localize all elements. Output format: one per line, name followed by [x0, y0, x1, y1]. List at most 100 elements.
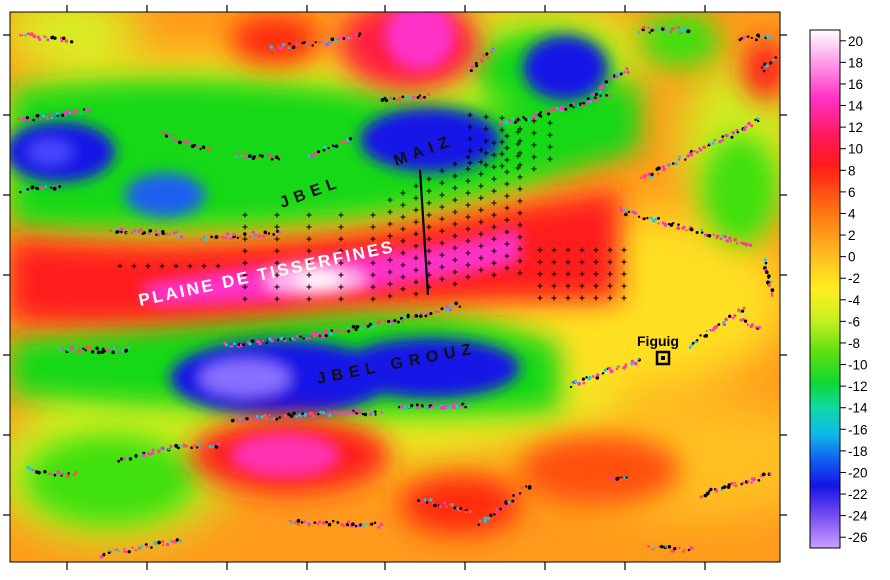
station-point: [443, 501, 447, 505]
station-point: [45, 116, 50, 120]
colorbar-tick-label: -20: [848, 465, 868, 480]
survey-point: [306, 236, 312, 242]
survey-point: [517, 222, 523, 228]
station-point: [328, 413, 332, 418]
station-point: [139, 228, 143, 232]
survey-point: [187, 263, 193, 269]
survey-point: [579, 295, 585, 301]
station-point: [761, 35, 765, 39]
station-point: [769, 280, 773, 284]
station-point: [707, 490, 711, 493]
station-point: [425, 501, 429, 504]
station-point: [433, 503, 437, 508]
survey-point: [370, 224, 376, 230]
station-point: [208, 444, 212, 449]
station-point: [195, 145, 199, 149]
survey-point: [413, 243, 419, 249]
station-point: [328, 411, 332, 414]
station-point: [165, 542, 170, 547]
survey-point: [517, 210, 523, 216]
station-point: [21, 34, 24, 37]
station-point: [630, 359, 634, 363]
station-point: [179, 235, 184, 239]
station-point: [423, 95, 426, 99]
station-point: [533, 113, 538, 117]
survey-point: [504, 193, 510, 199]
station-point: [167, 448, 170, 451]
colorbar-tick-label: 10: [848, 142, 863, 157]
station-point: [699, 148, 703, 152]
survey-point: [173, 263, 179, 269]
station-point: [317, 150, 321, 154]
station-point: [318, 520, 322, 523]
colorbar-tick-label: 14: [848, 99, 864, 114]
station-point: [157, 449, 161, 454]
station-point: [595, 373, 600, 377]
station-point: [363, 323, 367, 326]
station-point: [365, 522, 368, 525]
station-point: [240, 419, 245, 424]
survey-point: [413, 183, 419, 189]
colorbar-tick-label: 2: [848, 228, 856, 243]
station-point: [770, 288, 775, 292]
station-point: [449, 308, 453, 312]
station-point: [360, 327, 364, 331]
survey-point: [607, 247, 613, 253]
survey-point: [426, 176, 432, 182]
station-point: [178, 444, 181, 448]
survey-point: [551, 259, 557, 265]
station-point: [169, 539, 173, 543]
survey-point: [621, 295, 627, 301]
station-point: [597, 98, 601, 102]
survey-point: [517, 150, 523, 156]
station-point: [678, 155, 682, 159]
survey-point: [504, 265, 510, 271]
station-point: [634, 211, 638, 215]
station-point: [44, 35, 47, 39]
station-point: [449, 303, 453, 307]
station-point: [53, 36, 57, 40]
survey-point: [478, 171, 484, 177]
colorbar-tick-label: -18: [848, 444, 868, 459]
station-point: [443, 405, 447, 410]
station-point: [313, 521, 316, 524]
station-point: [255, 418, 259, 422]
station-point: [661, 221, 665, 225]
survey-point: [465, 166, 471, 172]
survey-point: [413, 219, 419, 225]
station-point: [726, 485, 731, 489]
station-point: [741, 318, 745, 322]
colorbar-tick-label: -24: [848, 509, 868, 524]
survey-point: [537, 271, 543, 277]
station-point: [57, 471, 61, 475]
survey-point: [465, 238, 471, 244]
station-point: [380, 98, 385, 102]
station-point: [738, 310, 742, 314]
survey-point: [483, 162, 489, 168]
survey-point: [274, 212, 280, 218]
station-point: [477, 523, 481, 526]
station-point: [198, 442, 202, 446]
survey-point: [491, 224, 497, 230]
station-point: [199, 239, 202, 242]
station-point: [619, 72, 623, 76]
survey-point: [452, 257, 458, 263]
station-point: [307, 412, 310, 415]
station-point: [658, 545, 661, 548]
survey-point: [565, 295, 571, 301]
station-point: [22, 186, 25, 190]
station-point: [728, 236, 732, 240]
survey-point: [478, 219, 484, 225]
survey-point: [426, 236, 432, 242]
station-point: [637, 215, 641, 218]
station-point: [113, 346, 116, 350]
station-point: [705, 329, 708, 333]
survey-point: [306, 296, 312, 302]
station-point: [119, 457, 124, 461]
station-point: [427, 312, 430, 316]
profile-line: [418, 169, 430, 296]
station-point: [393, 319, 397, 323]
survey-point: [387, 233, 393, 239]
station-point: [458, 305, 461, 308]
survey-point: [491, 260, 497, 266]
